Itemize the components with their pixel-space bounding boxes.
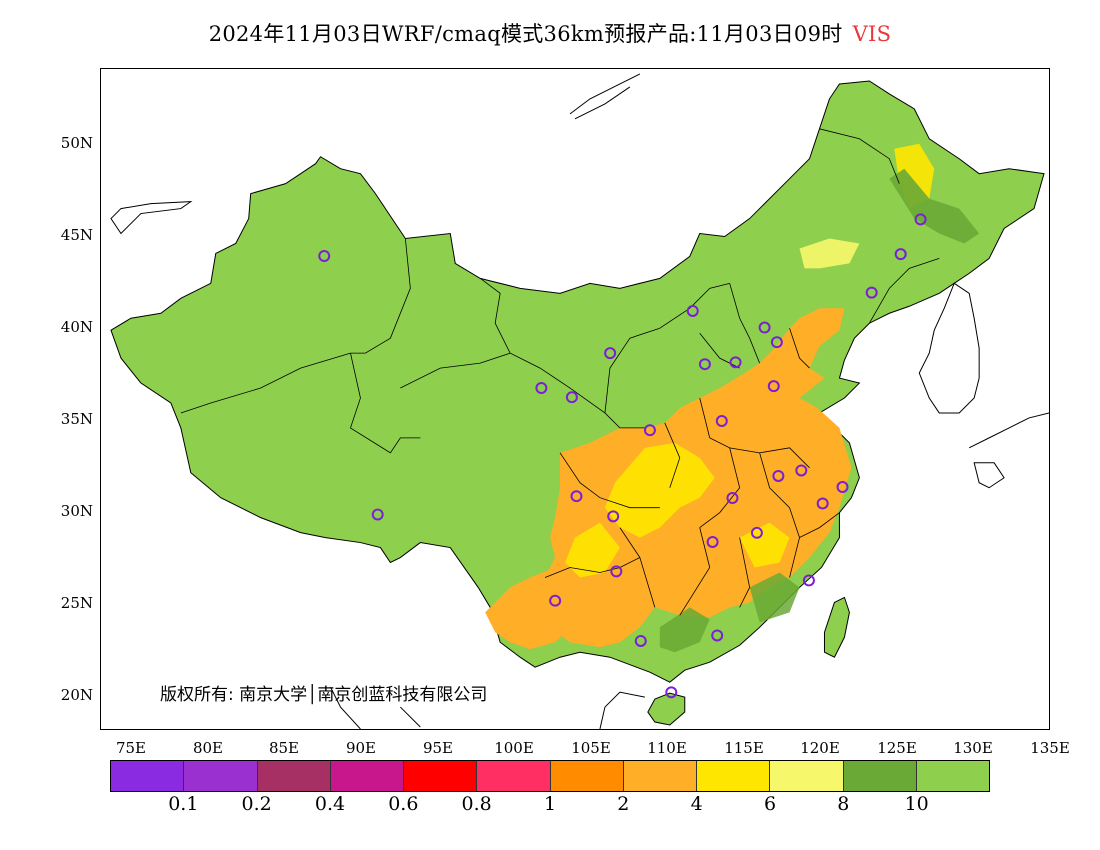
lat-tick-label: 25N bbox=[60, 594, 93, 612]
station-marker bbox=[750, 526, 763, 539]
legend-tick-label: 0.8 bbox=[461, 793, 492, 815]
legend-color-swatch bbox=[404, 761, 478, 791]
station-marker bbox=[634, 634, 647, 647]
station-marker bbox=[802, 574, 815, 587]
station-marker bbox=[604, 347, 617, 360]
legend-tick-label: 0.1 bbox=[168, 793, 199, 815]
moderate-visibility-patch bbox=[565, 522, 620, 578]
station-marker bbox=[715, 415, 728, 428]
legend-tick-label: 6 bbox=[763, 793, 777, 815]
station-marker bbox=[772, 469, 785, 482]
legend-color-swatch bbox=[916, 761, 989, 791]
high-visibility-strip bbox=[659, 607, 710, 653]
lon-tick-label: 115E bbox=[724, 739, 764, 757]
lon-tick-label: 75E bbox=[115, 739, 147, 757]
lat-tick-label: 45N bbox=[60, 226, 93, 244]
legend-color-swatch bbox=[623, 761, 697, 791]
low-visibility-zone-southwest bbox=[485, 567, 571, 650]
lat-tick-label: 30N bbox=[60, 502, 93, 520]
korea-peninsula bbox=[918, 282, 980, 414]
station-marker bbox=[643, 424, 656, 437]
sakhalin-coast bbox=[569, 73, 641, 120]
japan-coast bbox=[968, 412, 1049, 489]
station-marker bbox=[726, 492, 739, 504]
station-marker bbox=[607, 510, 620, 523]
variable-label: VIS bbox=[852, 22, 892, 46]
station-marker bbox=[758, 321, 771, 334]
station-marker bbox=[770, 336, 783, 349]
legend-tick-label: 4 bbox=[690, 793, 703, 815]
legend-tick-label: 1 bbox=[543, 793, 557, 815]
station-marker bbox=[894, 248, 907, 261]
legend-tick-label: 0.6 bbox=[388, 793, 419, 815]
legend-color-swatch bbox=[184, 761, 258, 791]
lon-tick-label: 100E bbox=[494, 739, 534, 757]
legend-color-swatch bbox=[550, 761, 624, 791]
station-marker bbox=[570, 490, 583, 503]
lon-tick-label: 90E bbox=[345, 739, 377, 757]
station-marker bbox=[610, 565, 623, 578]
station-marker bbox=[371, 508, 384, 521]
station-marker bbox=[686, 304, 699, 317]
station-marker bbox=[914, 213, 927, 226]
lon-tick-label: 85E bbox=[268, 739, 300, 757]
station-marker bbox=[565, 391, 578, 404]
indochina-coast bbox=[330, 686, 645, 729]
station-marker bbox=[549, 594, 562, 607]
lat-tick-label: 50N bbox=[60, 134, 93, 152]
station-marker bbox=[795, 464, 808, 477]
station-marker bbox=[865, 286, 878, 299]
legend-color-swatch bbox=[111, 761, 185, 791]
station-marker bbox=[711, 629, 724, 642]
station-marker bbox=[698, 358, 711, 371]
legend-tick-label: 2 bbox=[617, 793, 630, 815]
map-panel bbox=[100, 68, 1050, 730]
title-text: 2024年11月03日WRF/cmaq模式36km预报产品:11月03日09时 bbox=[208, 22, 843, 46]
balkhash-lake bbox=[110, 201, 193, 235]
lon-tick-label: 110E bbox=[647, 739, 687, 757]
hainan-island bbox=[647, 692, 686, 726]
lon-tick-label: 135E bbox=[1030, 739, 1070, 757]
legend-color-swatch bbox=[843, 761, 917, 791]
lat-tick-label: 35N bbox=[60, 410, 93, 428]
moderate-visibility-patch bbox=[604, 442, 715, 538]
legend-color-swatch bbox=[697, 761, 771, 791]
taiwan-island bbox=[823, 596, 850, 658]
province-boundaries bbox=[180, 128, 940, 616]
lat-tick-label: 20N bbox=[60, 686, 93, 704]
legend-color-swatch bbox=[257, 761, 331, 791]
high-visibility-strip bbox=[749, 572, 800, 623]
legend-color-swatch bbox=[770, 761, 844, 791]
moderate-visibility-patch bbox=[799, 238, 860, 269]
lon-tick-label: 105E bbox=[571, 739, 611, 757]
station-marker bbox=[318, 250, 331, 263]
legend-tick-label: 0.2 bbox=[241, 793, 272, 815]
lon-tick-label: 80E bbox=[192, 739, 224, 757]
station-marker bbox=[706, 535, 719, 548]
legend-color-swatch bbox=[477, 761, 551, 791]
map-title: 2024年11月03日WRF/cmaq模式36km预报产品:11月03日09时 V… bbox=[0, 18, 1100, 48]
legend-tick-label: 8 bbox=[837, 793, 850, 815]
lon-tick-label: 95E bbox=[422, 739, 454, 757]
station-marker bbox=[665, 686, 678, 699]
legend-tick-label: 0.4 bbox=[314, 793, 346, 815]
station-marker bbox=[729, 356, 742, 369]
legend-color-swatch bbox=[330, 761, 404, 791]
station-markers bbox=[318, 213, 927, 699]
lon-tick-label: 125E bbox=[877, 739, 917, 757]
legend-tick-label: 10 bbox=[904, 793, 929, 815]
copyright-notice: 版权所有: 南京大学│南京创蓝科技有限公司 bbox=[160, 685, 488, 705]
station-marker bbox=[836, 481, 849, 494]
station-marker bbox=[816, 497, 829, 510]
color-legend-bar bbox=[110, 760, 990, 792]
lon-tick-label: 120E bbox=[800, 739, 840, 757]
lat-tick-label: 40N bbox=[60, 318, 93, 336]
lon-tick-label: 130E bbox=[953, 739, 993, 757]
visibility-map bbox=[110, 73, 1049, 729]
station-marker bbox=[767, 380, 780, 393]
high-visibility-strip bbox=[889, 168, 980, 244]
station-marker bbox=[535, 382, 548, 395]
